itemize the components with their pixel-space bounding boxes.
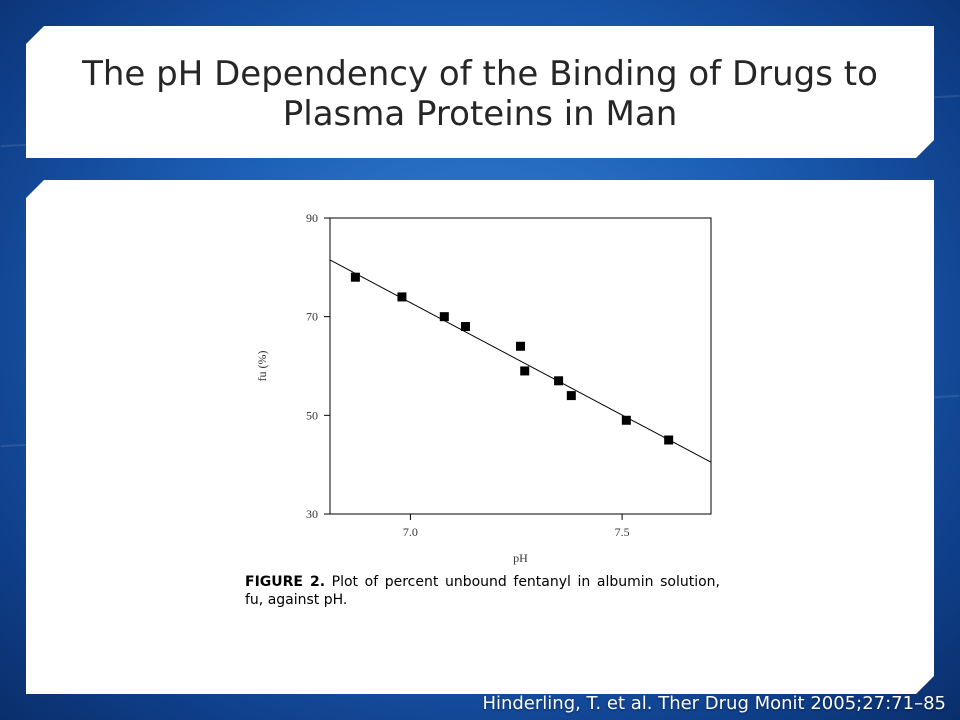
data-point [664,435,674,445]
data-point [460,322,470,332]
slide-title: The pH Dependency of the Binding of Drug… [82,54,878,134]
y-tick-label: 90 [306,211,318,225]
data-point [520,366,530,376]
plot-frame [329,217,712,515]
data-point [350,272,360,282]
x-axis-label: pH [513,551,528,565]
title-panel: The pH Dependency of the Binding of Drug… [26,26,934,158]
y-axis-label: fu (%) [255,351,269,382]
fentanyl-ph-scatter-plot: 30 50 70 90 7.0 7.5 pH fu (%) [255,211,712,565]
data-point [439,312,449,322]
data-point [397,292,407,302]
content-panel [26,180,934,694]
x-tick-label: 7.5 [615,525,630,539]
regression-line [329,259,712,463]
figure-label: FIGURE 2. [245,574,326,590]
figure-caption: FIGURE 2. Plot of percent unbound fentan… [245,573,720,609]
data-point [621,415,631,425]
y-tick-label: 70 [306,310,318,324]
data-point [516,341,525,351]
citation: Hinderling, T. et al. Ther Drug Monit 20… [482,693,946,714]
x-tick-label: 7.0 [403,525,418,539]
data-point [566,391,576,401]
y-tick-label: 30 [306,507,318,521]
figure-caption-text: Plot of percent unbound fentanyl in albu… [245,574,720,608]
data-point [554,376,564,386]
y-tick-label: 50 [306,408,318,422]
